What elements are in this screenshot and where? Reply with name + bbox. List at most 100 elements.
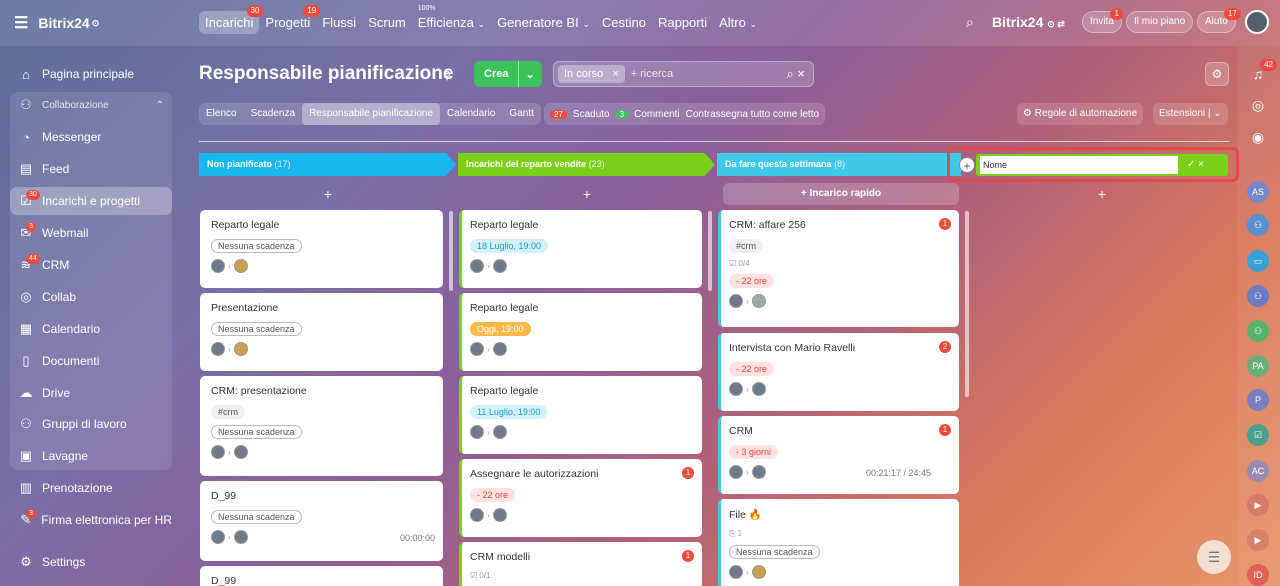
card-title[interactable]: D_99	[211, 490, 237, 502]
card-title[interactable]: Reparto legale	[470, 219, 539, 231]
column-header-sales[interactable]: Incarichi del reparto vendite (23)	[458, 153, 715, 176]
avatar[interactable]	[470, 259, 484, 273]
sidebar-item-home[interactable]: ⌂ Pagina principale	[10, 60, 172, 88]
card-title[interactable]: Reparto legale	[470, 385, 539, 397]
overdue-filter[interactable]: Scaduto	[572, 108, 610, 120]
comments-filter[interactable]: Commenti	[634, 108, 680, 120]
sidebar-item-crm[interactable]: ≋ 44 CRM	[10, 251, 172, 279]
avatar[interactable]	[492, 259, 507, 273]
nav-incarichi[interactable]: Incarichi 30	[199, 5, 264, 34]
avatar-p[interactable]: P	[1247, 389, 1269, 411]
tab-calendario[interactable]: Calendario	[447, 108, 496, 119]
avatar-id[interactable]: ID	[1247, 564, 1269, 586]
video-icon[interactable]: ▶	[1247, 529, 1269, 551]
deadline-tag[interactable]: - 22 ore	[729, 274, 775, 288]
card-title[interactable]: D_99	[211, 575, 237, 586]
nav-progetti[interactable]: Progetti 19	[259, 5, 321, 34]
nav-cestino[interactable]: Cestino	[601, 15, 646, 30]
task-card[interactable]: Presentazione Nessuna scadenza ›	[200, 293, 443, 371]
sidebar-item-messenger[interactable]: ◔ Messenger	[10, 123, 172, 151]
card-title[interactable]: CRM modelli	[470, 551, 531, 563]
sidebar-item-tasks[interactable]: ☑ 30 Incarichi e progetti	[10, 187, 172, 215]
menu-icon[interactable]: ☰	[14, 15, 29, 32]
task-card[interactable]: CRM 1 - 3 giorni › 00:21:17 / 24:45	[718, 416, 959, 494]
deadline-tag[interactable]: Nessuna scadenza	[211, 322, 302, 336]
avatar[interactable]	[233, 445, 248, 459]
avatar[interactable]	[470, 508, 484, 522]
invite-button[interactable]: Invita 1	[1082, 8, 1123, 33]
card-title[interactable]: CRM: affare 256	[729, 219, 806, 231]
sidebar-item-calendar[interactable]: ▦ Calendario	[19, 321, 101, 336]
user-avatar[interactable]	[1245, 10, 1269, 34]
video-icon[interactable]: ▶	[1247, 494, 1269, 516]
task-card[interactable]: Reparto legale 11 Luglio, 19:00 ›	[459, 376, 702, 454]
task-card[interactable]: D_99	[200, 566, 443, 586]
avatar-pa[interactable]: PA	[1247, 355, 1269, 377]
sidebar-item-workgroups[interactable]: ⚇ Gruppi di lavoro	[10, 410, 172, 438]
scrollbar[interactable]	[965, 211, 969, 397]
crm-tag[interactable]: #crm	[211, 405, 245, 419]
avatar[interactable]	[233, 342, 248, 356]
filter-chip[interactable]: In corso ×	[558, 65, 625, 83]
task-card[interactable]: Intervista con Mario Ravelli 2 - 22 ore …	[718, 333, 959, 411]
sidebar-item-drive[interactable]: ☁ Drive	[19, 385, 71, 400]
avatar[interactable]	[492, 508, 507, 522]
quick-task-button[interactable]: + Incarico rapido	[723, 183, 959, 205]
card-title[interactable]: Assegnare le autorizzazioni	[470, 468, 599, 480]
task-card[interactable]: Reparto legale Nessuna scadenza ›	[200, 210, 443, 288]
mark-all-read[interactable]: Contrassegna tutto come letto	[685, 108, 820, 120]
deadline-tag[interactable]: - 3 giorni	[729, 445, 779, 459]
avatar[interactable]	[470, 342, 484, 356]
sidebar-item-settings[interactable]: ⚙ Settings	[10, 548, 172, 576]
avatar[interactable]	[729, 382, 743, 396]
create-button[interactable]: Crea ⌄	[474, 61, 542, 87]
avatar[interactable]	[211, 342, 225, 356]
sidebar-item-boards[interactable]: ▣ Lavagne	[19, 448, 89, 463]
avatar[interactable]	[751, 465, 766, 479]
automation-button[interactable]: ⚙ Regole di automazione	[1017, 103, 1144, 125]
card-title[interactable]: CRM	[729, 425, 753, 437]
list-menu-icon[interactable]: ☰	[1197, 540, 1231, 574]
scrollbar[interactable]	[708, 211, 712, 291]
avatar[interactable]	[729, 565, 743, 579]
sidebar-item-feed[interactable]: ▤ Feed	[19, 161, 70, 176]
tab-gantt[interactable]: Gantt	[509, 108, 534, 119]
card-title[interactable]: CRM: presentazione	[211, 385, 307, 397]
add-task-button[interactable]: +	[1097, 186, 1107, 202]
tab-planning[interactable]: Responsabile pianificazione	[302, 103, 441, 125]
nav-flussi[interactable]: Flussi	[322, 15, 357, 30]
chevron-down-icon[interactable]: ⌄	[518, 61, 540, 87]
add-task-button[interactable]: +	[582, 186, 592, 202]
sidebar-item-collab[interactable]: ◎ Collab	[10, 283, 172, 311]
sidebar-item-booking[interactable]: ▥ Prenotazione	[19, 480, 113, 495]
chat-icon[interactable]: ▭	[1247, 250, 1269, 272]
group-chat-icon[interactable]: ⚇	[1247, 320, 1269, 342]
avatar[interactable]	[729, 465, 743, 479]
tab-scadenza[interactable]: Scadenza	[250, 108, 296, 119]
avatar[interactable]	[751, 382, 766, 396]
task-card[interactable]: File 🔥 ⎘ 1 Nessuna scadenza ›	[718, 499, 959, 586]
avatar[interactable]	[470, 425, 484, 439]
deadline-tag[interactable]: 18 Luglio, 19:00	[470, 239, 549, 253]
sidebar-item-webmail[interactable]: ✉ 3 Webmail	[10, 219, 172, 247]
avatar[interactable]	[233, 530, 248, 544]
nav-scrum[interactable]: Scrum	[368, 15, 406, 30]
nav-efficienza[interactable]: 100% Efficienza ⌄	[417, 5, 486, 30]
avatar[interactable]	[751, 565, 766, 579]
search-input[interactable]: + ricerca	[630, 68, 674, 80]
logo[interactable]: ☰ Bitrix24 ⊙	[14, 13, 99, 33]
avatar[interactable]	[233, 259, 248, 273]
avatar-as[interactable]: AS	[1247, 181, 1269, 203]
bell-icon[interactable]: ♫ 42	[1247, 59, 1277, 85]
pin-icon[interactable]: ⚲	[443, 70, 452, 82]
sidebar-item-documents[interactable]: ▯ Documenti	[10, 347, 172, 375]
deadline-tag[interactable]: - 22 ore	[470, 488, 516, 502]
card-title[interactable]: File 🔥	[729, 509, 762, 521]
card-title[interactable]: Reparto legale	[470, 302, 539, 314]
avatar[interactable]	[729, 294, 743, 308]
avatar-ac[interactable]: AC	[1247, 460, 1269, 482]
add-column-icon[interactable]: +	[959, 157, 975, 173]
group-chat-icon[interactable]: ⚇	[1247, 285, 1269, 307]
task-card[interactable]: Assegnare le autorizzazioni 1 - 22 ore ›	[459, 459, 702, 537]
nav-generatore-bi[interactable]: Generatore BI ⌄	[497, 15, 590, 30]
